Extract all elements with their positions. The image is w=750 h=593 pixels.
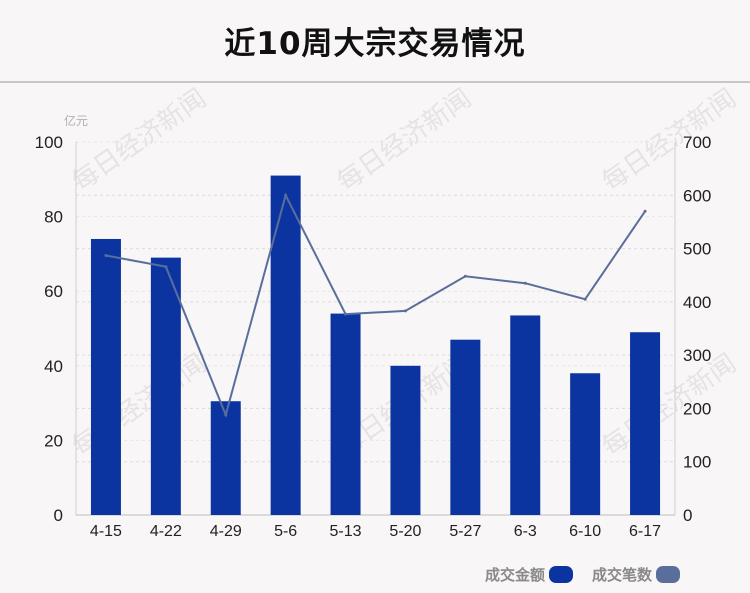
y-tick-label-right: 500 [683, 240, 711, 259]
series-line-count [105, 192, 646, 418]
bar [570, 373, 601, 515]
x-tick-label: 6-10 [569, 523, 601, 540]
bar [210, 401, 241, 515]
y-tick-label-left: 100 [35, 133, 63, 152]
line-point [643, 209, 647, 213]
y-tick-label-left: 20 [44, 431, 63, 450]
y-tick-label-left: 40 [44, 357, 63, 376]
y-tick-label-left: 0 [54, 506, 63, 525]
line-point [344, 312, 348, 316]
legend-label-amount: 成交金额 [485, 565, 546, 584]
x-tick-label: 6-17 [629, 523, 661, 540]
y-tick-label-right: 200 [683, 399, 711, 418]
title-divider [0, 81, 750, 83]
bar [270, 175, 301, 515]
line-point [523, 281, 527, 285]
x-tick-label: 6-3 [514, 523, 537, 540]
bar [390, 365, 421, 515]
bar [630, 332, 661, 515]
line-point [104, 253, 108, 257]
x-tick-label: 5-6 [274, 523, 297, 540]
y-tick-label-right: 300 [683, 346, 711, 365]
legend-item-count: 成交笔数 [592, 564, 681, 584]
line-point [463, 274, 467, 278]
y-tick-label-right: 100 [683, 453, 711, 472]
x-tick-label: 5-20 [389, 523, 421, 540]
bar [330, 313, 361, 515]
x-tick-label: 4-15 [90, 523, 122, 540]
line-point [284, 193, 288, 197]
bar [510, 315, 541, 515]
y-tick-label-right: 400 [683, 293, 711, 312]
legend-item-amount: 成交金额 [485, 564, 574, 584]
x-tick-label: 4-29 [210, 523, 242, 540]
x-tick-label: 5-13 [330, 523, 362, 540]
y-tick-label-left: 80 [44, 208, 63, 227]
y-unit-label: 亿元 [64, 113, 88, 128]
x-tick-label: 5-27 [449, 523, 481, 540]
y-tick-label-right: 0 [683, 506, 692, 525]
bar [150, 257, 181, 515]
bar [450, 339, 481, 515]
line-point [403, 309, 407, 313]
y-tick-label-right: 700 [683, 133, 711, 152]
legend-swatch-count [656, 565, 681, 583]
line-point [164, 265, 168, 269]
bar [90, 238, 121, 516]
legend-swatch-amount [549, 565, 574, 583]
y-tick-label-right: 600 [683, 186, 711, 205]
y-tick-label-left: 60 [44, 282, 63, 301]
line-point [224, 413, 228, 417]
x-tick-label: 4-22 [150, 523, 182, 540]
chart-title: 近10周大宗交易情况 [224, 26, 526, 62]
line-point [583, 297, 587, 301]
legend-label-count: 成交笔数 [592, 565, 653, 584]
